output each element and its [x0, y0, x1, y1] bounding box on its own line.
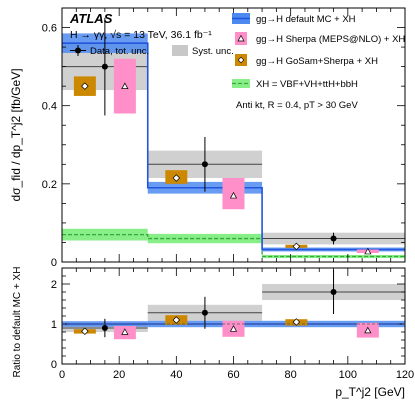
process-label: H → γγ, √s = 13 TeV, 36.1 fb⁻¹: [70, 29, 212, 41]
y-tick-label: 0.4: [42, 101, 57, 113]
x-tick-label: 80: [285, 369, 297, 381]
legend-sherpa-marker: [237, 34, 245, 42]
plot-area: [62, 270, 405, 340]
main-panel: 0 0.2 0.4 0.6 dσ_fid / dp_T^j2 [fb/GeV]: [9, 7, 406, 269]
gosam-marker: [172, 316, 181, 324]
sherpa-marker: [121, 82, 129, 90]
gosam-marker: [81, 327, 89, 335]
x-tick-label: 20: [113, 369, 125, 381]
legend-sherpa-label: gg→H Sherpa (MEPS@NLO) + XH: [256, 34, 405, 45]
data-point: [330, 289, 337, 295]
sherpa-marker: [364, 247, 372, 255]
y-tick-label: 0: [51, 257, 57, 269]
x-tick-label: 120: [396, 369, 414, 381]
legend-gosam-label: gg→H GoSam+Sherpa + XH: [256, 56, 378, 67]
ratio-y-axis-title: Ratio to default MC + XH: [12, 267, 23, 378]
atlas-label: ATLAS: [69, 11, 113, 26]
xh-line: [62, 233, 405, 258]
legend-data-marker: [75, 47, 81, 54]
legend-syst-swatch: [172, 45, 188, 56]
data-point: [101, 63, 108, 70]
sherpa-marker: [229, 191, 238, 199]
y-tick-label: 0.2: [42, 179, 57, 191]
legend-gosam-marker: [237, 56, 245, 64]
gosam-marker: [292, 242, 301, 251]
legend-syst-label: Syst. unc.: [192, 46, 234, 57]
xh-band: [262, 254, 405, 259]
gosam-marker: [172, 174, 181, 182]
y-tick-label: 2: [51, 279, 57, 291]
x-tick-label: 60: [227, 369, 239, 381]
x-tick-label: 40: [170, 369, 182, 381]
data-point: [330, 235, 337, 242]
sherpa-marker: [364, 326, 372, 334]
legend-default-mc-label: gg→H default MC + XH: [256, 14, 356, 25]
y-axis-title: dσ_fid / dp_T^j2 [fb/GeV]: [9, 68, 23, 201]
legend: ATLAS H → γγ, √s = 13 TeV, 36.1 fb⁻¹ Data,…: [69, 11, 405, 111]
y-tick-label: 1: [51, 319, 57, 331]
sherpa-marker: [121, 328, 129, 335]
legend-data-label: Data, tot. unc.: [90, 46, 149, 57]
data-point: [201, 309, 208, 316]
legend-xh-label: XH = VBF+VH+ttH+bbH: [256, 79, 358, 90]
data-point: [101, 325, 108, 331]
y-tick-label: 0: [51, 359, 57, 371]
x-tick-label: 100: [339, 369, 357, 381]
cut-label: Anti kt, R = 0.4, pT > 30 GeV: [236, 100, 358, 111]
plot-area: [62, 17, 405, 259]
sherpa-marker: [229, 325, 238, 332]
gosam-marker: [81, 82, 89, 90]
x-tick-label: 0: [59, 369, 65, 381]
y-tick-label: 0.6: [42, 23, 57, 35]
data-point: [201, 161, 208, 168]
x-axis-title: p_T^j2 [GeV]: [335, 385, 405, 399]
